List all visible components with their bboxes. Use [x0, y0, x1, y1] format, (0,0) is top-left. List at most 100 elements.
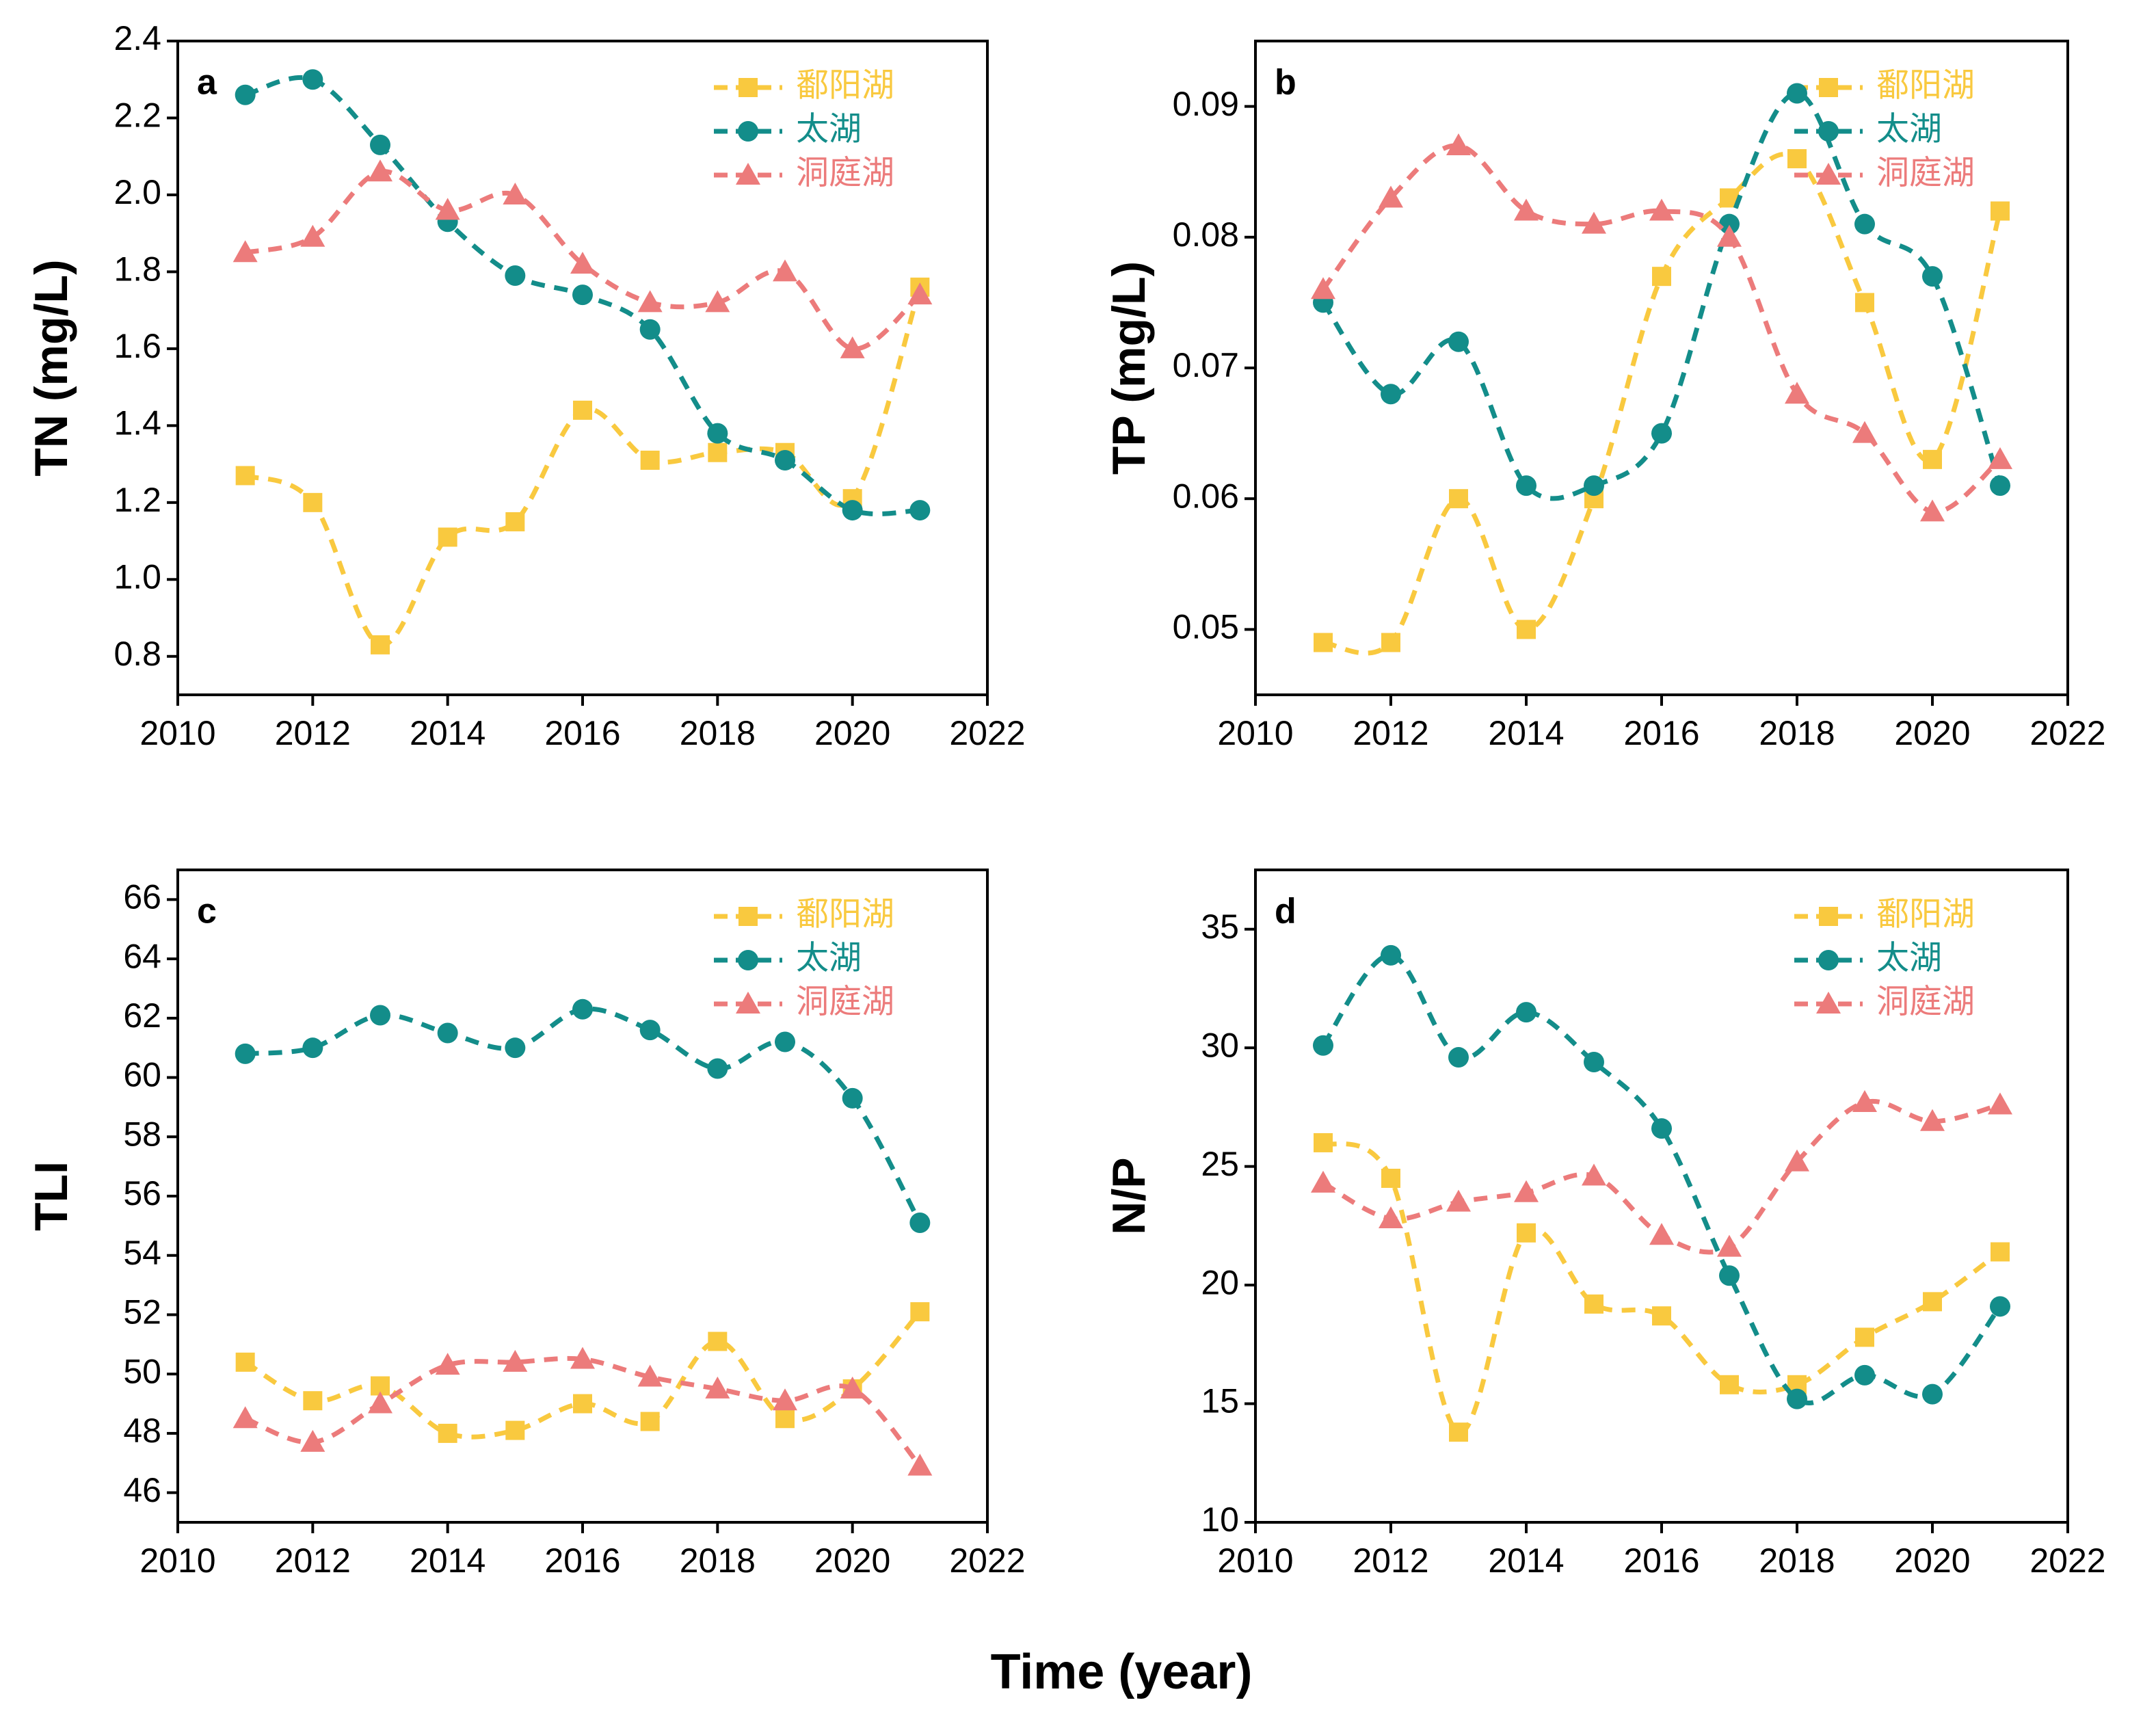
x-tick-label: 2018 — [1759, 1541, 1835, 1580]
y-axis-title: N/P — [1103, 1157, 1155, 1234]
marker-circle — [842, 500, 863, 521]
plot-frame — [176, 869, 989, 1524]
x-tick-label: 2010 — [139, 714, 215, 752]
x-tick-label: 2014 — [410, 1541, 485, 1580]
y-tick-label: 1.6 — [114, 327, 161, 365]
y-tick-label: 20 — [1201, 1263, 1239, 1301]
x-tick-label: 2016 — [544, 714, 620, 752]
marker-square — [708, 1332, 728, 1351]
marker-circle — [1922, 266, 1943, 287]
y-tick-label: 2.0 — [114, 173, 161, 211]
x-tick-label: 2012 — [1353, 1541, 1428, 1580]
marker-circle — [707, 1058, 728, 1079]
marker-triangle — [1816, 992, 1841, 1014]
marker-triangle — [368, 159, 392, 182]
marker-triangle — [1446, 1189, 1471, 1212]
marker-circle — [572, 284, 593, 306]
marker-triangle — [736, 163, 760, 185]
marker-square — [1381, 633, 1400, 652]
marker-triangle — [1717, 224, 1742, 247]
y-tick-label: 15 — [1201, 1382, 1239, 1420]
y-tick-label: 1.0 — [114, 557, 161, 596]
marker-square — [303, 1391, 323, 1411]
marker-triangle — [736, 992, 760, 1014]
x-tick-label: 2020 — [1894, 1541, 1970, 1580]
marker-triangle — [907, 282, 933, 305]
marker-circle — [1313, 1035, 1333, 1056]
marker-triangle — [1816, 163, 1841, 185]
y-tick-label: 46 — [123, 1471, 161, 1509]
marker-triangle — [1649, 198, 1674, 221]
marker-circle — [1787, 83, 1807, 104]
marker-square — [303, 492, 323, 512]
marker-circle — [1719, 213, 1740, 235]
x-tick-label: 2018 — [680, 714, 756, 752]
legend-label: 太湖 — [796, 940, 862, 977]
marker-square — [1923, 1292, 1942, 1312]
marker-triangle — [840, 336, 865, 358]
x-tick-label: 2020 — [814, 714, 890, 752]
x-tick-label: 2010 — [1217, 714, 1293, 752]
panel-label: d — [1275, 892, 1296, 931]
y-tick-label: 64 — [123, 937, 161, 975]
y-tick-label: 48 — [123, 1412, 161, 1450]
marker-triangle — [773, 1388, 797, 1411]
marker-square — [438, 1423, 457, 1443]
y-tick-label: 1.2 — [114, 481, 161, 519]
marker-circle — [1381, 384, 1401, 405]
marker-square — [1923, 449, 1942, 469]
marker-square — [1584, 1294, 1603, 1314]
marker-circle — [505, 1037, 526, 1059]
y-tick-label: 60 — [123, 1056, 161, 1094]
marker-triangle — [1379, 1206, 1403, 1228]
y-axis-title: TN (mg/L) — [25, 259, 77, 476]
marker-triangle — [1379, 185, 1403, 208]
marker-triangle — [637, 1364, 663, 1387]
marker-square — [1517, 620, 1536, 639]
x-tick-label: 2010 — [1217, 1541, 1293, 1580]
marker-square — [738, 78, 758, 97]
marker-circle — [842, 1087, 863, 1109]
marker-triangle — [232, 1406, 258, 1429]
y-tick-label: 0.08 — [1173, 215, 1239, 254]
marker-circle — [1818, 121, 1839, 142]
marker-square — [1652, 267, 1671, 287]
marker-square — [1720, 1375, 1739, 1394]
marker-circle — [1719, 1265, 1740, 1286]
legend-label: 鄱阳湖 — [796, 68, 894, 104]
marker-triangle — [1852, 1089, 1877, 1112]
marker-square — [1652, 1306, 1671, 1326]
x-tick-label: 2018 — [680, 1541, 756, 1580]
marker-circle — [639, 319, 661, 340]
series-line — [244, 169, 922, 352]
marker-circle — [572, 998, 593, 1020]
y-tick-label: 10 — [1201, 1500, 1239, 1539]
marker-triangle — [435, 1353, 460, 1375]
legend-label: 太湖 — [1876, 940, 1942, 977]
x-tick-label: 2022 — [949, 714, 1025, 752]
marker-square — [438, 527, 457, 547]
x-tick-label: 2014 — [1488, 1541, 1564, 1580]
marker-square — [1381, 1168, 1400, 1188]
marker-triangle — [705, 290, 730, 313]
series-line — [1321, 953, 2002, 1406]
marker-triangle — [300, 224, 325, 247]
marker-square — [505, 1420, 525, 1440]
marker-square — [1991, 1242, 2010, 1262]
series-line — [245, 1006, 922, 1224]
marker-circle — [370, 1005, 390, 1026]
marker-triangle — [570, 252, 595, 274]
x-tick-label: 2014 — [410, 714, 485, 752]
y-axis-title: TLI — [25, 1161, 77, 1231]
panel-label: c — [197, 892, 217, 931]
series-line — [1321, 90, 2003, 501]
marker-triangle — [1514, 1180, 1539, 1202]
marker-square — [371, 635, 390, 654]
marker-circle — [1448, 1047, 1469, 1068]
marker-triangle — [435, 198, 460, 220]
x-tick-label: 2012 — [275, 714, 351, 752]
marker-triangle — [1920, 1109, 1945, 1131]
marker-square — [1449, 489, 1468, 509]
marker-square — [775, 1409, 795, 1429]
x-tick-label: 2016 — [544, 1541, 620, 1580]
